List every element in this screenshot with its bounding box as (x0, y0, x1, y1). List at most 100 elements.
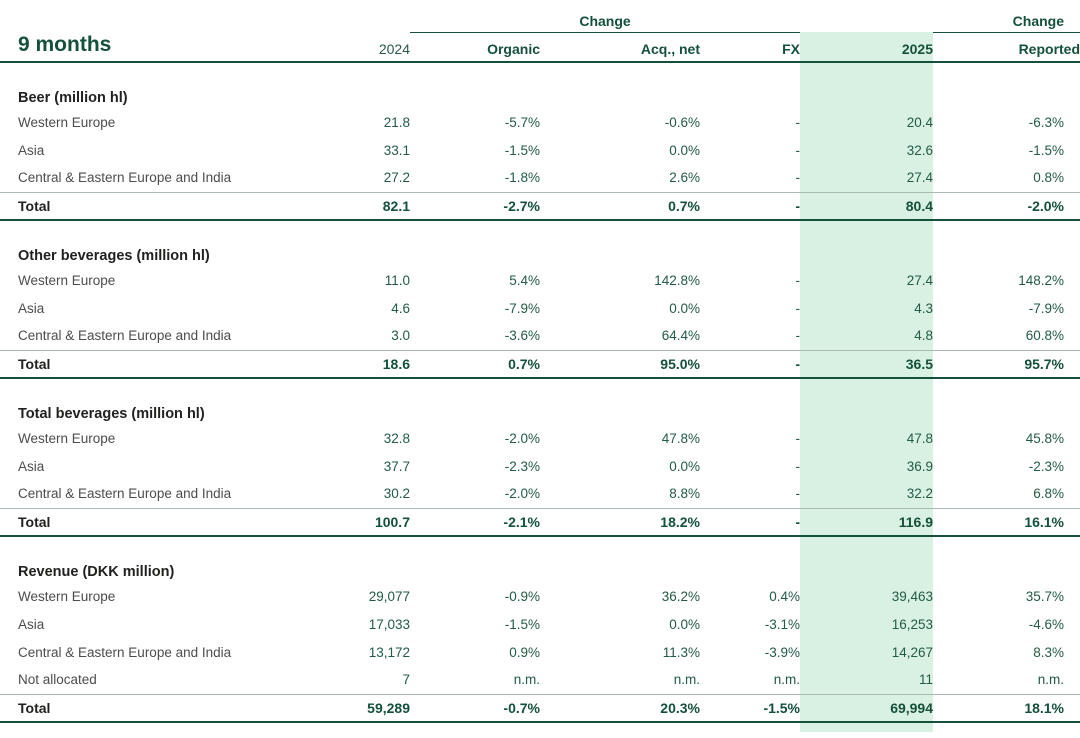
value-2024: 18.6 (300, 349, 410, 379)
table-row: Central & Eastern Europe and India 30.2 -2… (0, 480, 1080, 508)
value-2024: 29,077 (368, 588, 410, 604)
row-label: Central & Eastern Europe and India (18, 644, 232, 660)
value-fx: - (795, 142, 801, 158)
value-organic: 5.4% (509, 272, 540, 288)
row-label: Asia (18, 142, 45, 158)
value-reported: 16.1% (933, 507, 1080, 537)
value-2024: 82.1 (300, 191, 410, 221)
total-row: Total 18.6 0.7% 95.0% -36.5 95.7% (0, 349, 1080, 379)
spacer-cell (933, 558, 1080, 582)
table-row: Western Europe 29,077 -0.9% 36.2% 0.4% 39,463… (0, 582, 1080, 610)
section-title: Other beverages (million hl) (18, 248, 210, 264)
col-header-organic: Organic (410, 32, 540, 63)
value-reported: -4.6% (1028, 616, 1065, 632)
value-reported: -1.5% (1028, 142, 1065, 158)
row-label: Total (0, 349, 300, 379)
table-row: Central & Eastern Europe and India 3.0 -3.… (0, 322, 1080, 350)
value-2025: 4.8 (800, 322, 934, 350)
value-organic: -2.0% (504, 486, 540, 502)
header-spacer (800, 8, 933, 32)
spacer-cell (933, 242, 1080, 266)
col-header-fx: FX (700, 32, 801, 63)
value-organic: n.m. (513, 672, 540, 688)
value-fx: n.m. (773, 672, 801, 688)
value-acq-net: 0.7% (540, 191, 700, 221)
spacer-cell (0, 220, 800, 242)
value-fx: - (795, 458, 801, 474)
value-2025: 116.9 (800, 507, 934, 537)
table-row: Central & Eastern Europe and India 13,172… (0, 638, 1080, 666)
value-2025: 47.8 (800, 424, 934, 452)
value-fx: -3.1% (764, 616, 801, 632)
value-reported: 8.3% (1033, 644, 1065, 660)
value-2025: 36.9 (800, 452, 934, 480)
row-label: Western Europe (18, 272, 116, 288)
spacer-cell-2025 (800, 84, 934, 108)
value-organic: -0.9% (504, 588, 540, 604)
value-2025: 4.3 (800, 294, 934, 322)
value-2025: 39,463 (800, 582, 934, 610)
spacer-cell-2025 (800, 536, 934, 558)
value-reported: -2.0% (933, 191, 1080, 221)
value-acq-net: 0.0% (669, 458, 700, 474)
value-organic: -5.7% (504, 114, 540, 130)
value-2025: 14,267 (800, 638, 934, 666)
value-reported: n.m. (1037, 672, 1065, 688)
spacer-cell (933, 400, 1080, 424)
spacer-row (0, 722, 1080, 732)
value-fx: - (795, 486, 801, 502)
spacer-cell (0, 62, 800, 84)
value-organic: -3.6% (504, 328, 540, 344)
spacer-cell (933, 62, 1080, 84)
row-label: Western Europe (18, 588, 116, 604)
spacer-cell-2025 (800, 62, 934, 84)
value-reported: 6.8% (1033, 486, 1065, 502)
value-acq-net: 11.3% (662, 644, 700, 660)
value-fx: 0.4% (769, 588, 801, 604)
value-reported: 0.8% (1033, 170, 1065, 186)
value-2024: 27.2 (383, 170, 410, 186)
change-header-row: Change Change (0, 8, 1080, 33)
value-fx: - (795, 328, 801, 344)
row-label: Not allocated (18, 672, 97, 688)
value-organic: 0.7% (410, 349, 540, 379)
value-reported: 18.1% (933, 693, 1080, 723)
row-label: Western Europe (18, 430, 116, 446)
spacer-row (0, 62, 1080, 84)
value-organic: 0.9% (509, 644, 540, 660)
column-header-row: 9 months 2024 Organic Acq., net FX 2025 … (0, 32, 1080, 63)
spacer-cell (0, 536, 800, 558)
spacer-cell (933, 378, 1080, 400)
value-reported: 148.2% (1018, 272, 1065, 288)
value-2024: 13,172 (368, 644, 410, 660)
value-fx: - (795, 300, 801, 316)
value-2024: 33.1 (383, 142, 410, 158)
value-2024: 100.7 (300, 507, 410, 537)
value-organic: -0.7% (410, 693, 540, 723)
value-organic: -2.0% (504, 430, 540, 446)
value-2025: 20.4 (800, 108, 934, 136)
value-fx: - (795, 430, 801, 446)
spacer-row (0, 536, 1080, 558)
value-2025: 27.4 (800, 164, 934, 192)
col-header-reported: Reported (933, 32, 1080, 63)
spacer-row (0, 378, 1080, 400)
nine-months-results-table: Change Change 9 months 2024 Organic Acq.… (0, 8, 1080, 732)
row-label: Asia (18, 300, 45, 316)
value-2024: 30.2 (383, 486, 410, 502)
section-title: Revenue (DKK million) (18, 564, 175, 580)
row-label: Central & Eastern Europe and India (18, 486, 232, 502)
spacer-cell (933, 84, 1080, 108)
value-2024: 37.7 (383, 458, 410, 474)
table-row: Asia 4.6 -7.9% 0.0% -4.3 -7.9% (0, 294, 1080, 322)
value-reported: -6.3% (1028, 114, 1065, 130)
value-organic: -1.5% (504, 616, 540, 632)
table-row: Western Europe 21.8 -5.7% -0.6% -20.4 -6.3% (0, 108, 1080, 136)
row-label: Asia (18, 616, 45, 632)
section-title: Beer (million hl) (18, 90, 128, 106)
table-row: Not allocated 7 n.m. n.m. n.m. 11 n.m. (0, 666, 1080, 694)
value-acq-net: 36.2% (661, 588, 700, 604)
value-acq-net: 2.6% (669, 170, 700, 186)
col-header-2025: 2025 (800, 32, 934, 63)
